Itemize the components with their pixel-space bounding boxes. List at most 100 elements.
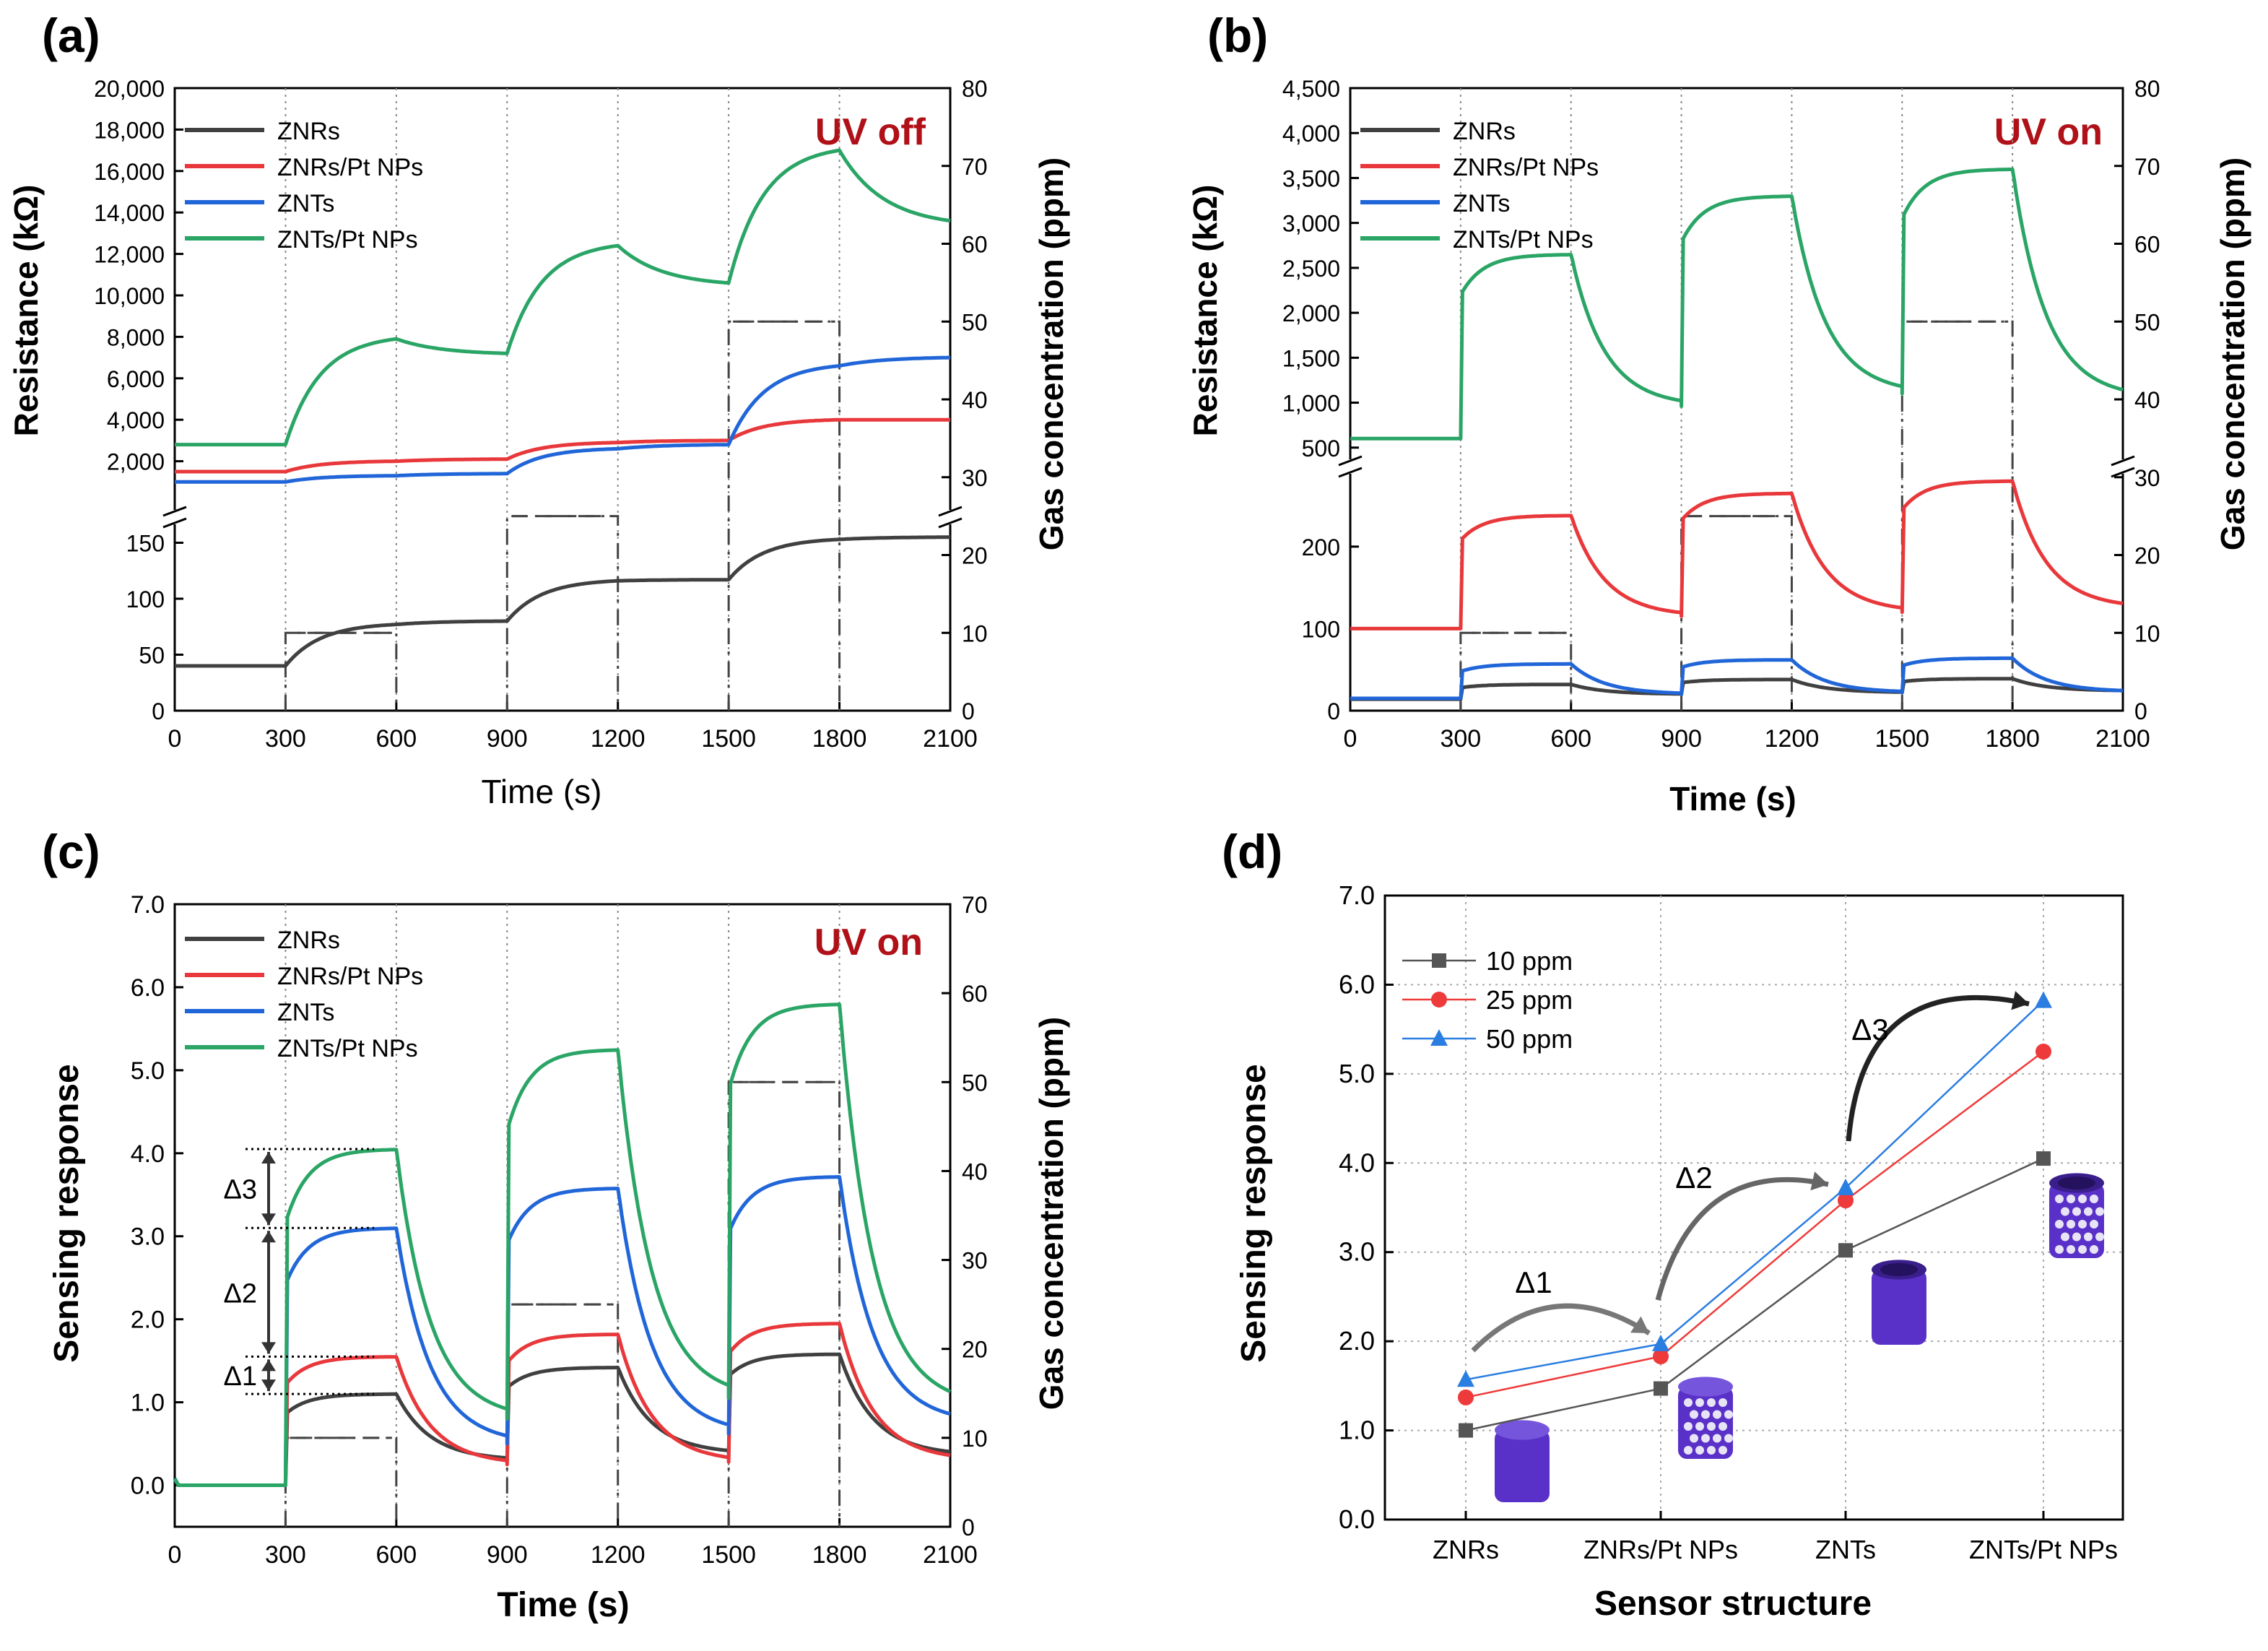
panel-b-label: (b) [1207,9,1268,62]
panel-b-legend-label: ZNTs/Pt NPs [1453,226,1594,254]
panel-c-y2tick-label: 70 [962,892,988,918]
panel-b-y2tick-label: 0 [2134,698,2147,724]
znt-cylinder-body [1872,1270,1926,1345]
panel-d-marker-triangle [2035,991,2052,1008]
znr-pt-cylinder-pt-dot [1707,1446,1716,1455]
panel-d-ytick-label: 4.0 [1339,1148,1375,1177]
znr-cylinder [1495,1420,1550,1502]
panel-b-xtick-label: 300 [1440,725,1481,753]
znt-pt-cylinder-pt-dot [2067,1220,2075,1228]
panel-b-axis-break-mark [1338,467,1363,478]
delta1-arrow-curve [1471,1303,1651,1353]
panel-a-legend-label: ZNRs/Pt NPs [277,154,423,181]
panel-d-ytick-label: 5.0 [1339,1059,1375,1088]
znr-pt-cylinder-pt-dot [1713,1434,1721,1443]
panel-a-ytick-label: 4,000 [107,407,165,433]
panel-a-ytick-label: 50 [139,643,165,669]
delta2-arrow-label: Δ2 [1675,1161,1712,1195]
znt-pt-cylinder-pt-dot [2067,1245,2075,1254]
znt-pt-cylinder-pt-dot [2090,1220,2098,1228]
panel-d-category-label: ZNTs [1815,1535,1876,1564]
panel-a-y2label: Gas concentration (ppm) [1033,157,1070,550]
delta1-arrow-label: Δ1 [1515,1265,1552,1299]
panel-d-marker-triangle [1837,1178,1854,1195]
panel-c-legend-label: ZNTs/Pt NPs [277,1035,418,1062]
panel-a-axis-break-mark [162,506,187,517]
panel-b-series-zntsptnps [1350,168,2124,441]
panel-c-y2tick-label: 40 [962,1158,988,1184]
panel-c-legend-label: ZNTs [277,999,334,1026]
panel-a-axis-break-mark [162,517,187,529]
znr-pt-cylinder-pt-dot [1719,1398,1727,1407]
znt-pt-cylinder-pt-dot [2078,1245,2087,1254]
panel-b-ytick-label: 2,000 [1282,300,1340,326]
panel-b-y2label: Gas concentration (ppm) [2214,157,2251,550]
panel-a-legend-label: ZNRs [277,118,340,145]
panel-c-xlabel: Time (s) [497,1586,629,1624]
panel-d-marker-triangle [1457,1370,1474,1387]
delta3-arrow-arrowhead [2011,991,2029,1010]
panel-a-xtick-label: 1200 [591,725,646,753]
panel-a-series-zntsptnps [175,148,951,447]
znr-pt-cylinder-pt-dot [1684,1446,1693,1455]
panel-a-y2tick-label: 60 [962,232,988,258]
panel-b-ytick-label: 2,500 [1282,256,1340,282]
znr-pt-cylinder-pt-dot [1719,1446,1727,1455]
panel-d-legend-label: 10 ppm [1486,946,1573,976]
panel-d-ytick-label: 7.0 [1339,880,1375,910]
panel-d-marker-circle [1458,1389,1474,1405]
panel-b-y2tick-label: 50 [2134,309,2160,335]
panel-c-ytick-label: 0.0 [131,1473,165,1500]
znt-pt-cylinder-pt-dot [2090,1195,2098,1203]
panel-b-xtick-label: 1500 [1874,725,1929,753]
znr-pt-cylinder-pt-dot [1707,1422,1716,1431]
panel-b-legend-label: ZNTs [1453,190,1510,217]
panel-c-legend-label: ZNRs/Pt NPs [277,963,423,990]
panel-a-y2tick-label: 80 [962,76,988,102]
delta3-arrow-label: Δ3 [1851,1013,1888,1046]
panel-c-delta-arrowhead [261,1231,276,1243]
panel-a-axis-break-mark [938,506,963,517]
panel-b-xtick-label: 1800 [1985,725,2040,753]
panel-b-ytick-label: 0 [1327,698,1340,724]
panel-a-legend-label: ZNTs/Pt NPs [277,226,418,254]
panel-a-ylabel: Resistance (kΩ) [7,185,45,437]
panel-b-y2tick-label: 70 [2134,154,2160,180]
panel-a-ytick-label: 20,000 [94,76,165,102]
panel-c-delta-label: Δ3 [223,1175,257,1205]
znt-cylinder-hole [1880,1262,1918,1277]
panel-b-xtick-label: 600 [1550,725,1591,753]
panel-a-plot: 0501001502,0004,0006,0008,00010,00012,00… [94,76,987,753]
znt-pt-cylinder-hole [2058,1176,2095,1190]
panel-d-category-label: ZNRs [1433,1535,1499,1564]
znr-pt-cylinder-pt-dot [1724,1410,1733,1419]
panel-b-ytick-label: 100 [1302,616,1340,642]
panel-d-marker-circle [1653,1348,1669,1365]
panel-a-ytick-label: 14,000 [94,200,165,226]
znt-pt-cylinder-pt-dot [2095,1232,2104,1242]
panel-b-xtick-label: 900 [1661,725,1702,753]
znr-pt-cylinder [1678,1377,1733,1459]
panel-c-ytick-label: 5.0 [131,1057,165,1085]
panel-a-y2tick-label: 30 [962,465,988,491]
panel-d-ytick-label: 3.0 [1339,1237,1375,1267]
panel-c-ytick-label: 1.0 [131,1390,165,1417]
panel-a-ytick-label: 16,000 [94,159,165,185]
panel-d-marker-square [2036,1151,2051,1166]
panel-a-y2tick-label: 40 [962,387,988,413]
znr-pt-cylinder-pt-dot [1690,1434,1698,1443]
panel-a-xtick-label: 300 [265,725,306,753]
panel-a-xtick-label: 600 [375,725,417,753]
panel-b-series-znrsptnps [1350,479,2124,630]
panel-c-xtick-label: 600 [375,1541,417,1569]
znr-pt-cylinder-pt-dot [1707,1398,1716,1407]
panel-d-marker-triangle [1652,1334,1669,1351]
znt-pt-cylinder-pt-dot [2055,1195,2064,1203]
panel-c-delta-arrowhead [261,1359,276,1372]
panel-a-xtick-label: 1500 [701,725,756,753]
panel-b-gas-pulse-2 [1680,515,1793,711]
panel-a-axis-break-mark [938,517,963,529]
panel-b-y2tick-label: 10 [2134,620,2160,646]
znt-cylinder [1872,1260,1926,1345]
panel-c-delta-arrowhead [261,1379,276,1392]
